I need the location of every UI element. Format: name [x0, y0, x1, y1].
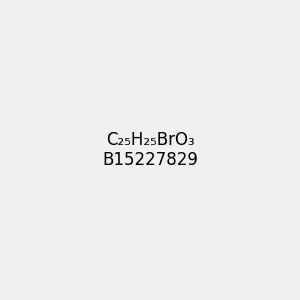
- Text: C₂₅H₂₅BrO₃
B15227829: C₂₅H₂₅BrO₃ B15227829: [102, 130, 198, 170]
